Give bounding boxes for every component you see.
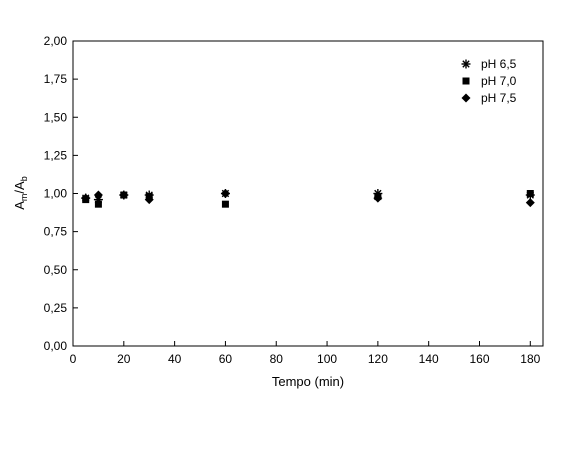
legend-marker-square (462, 77, 470, 85)
x-axis-title: Tempo (min) (272, 374, 344, 389)
x-tick-label: 40 (168, 352, 182, 366)
legend-marker-diamond (461, 93, 471, 103)
y-tick-label: 0,25 (44, 301, 68, 315)
legend-label: pH 7,0 (481, 74, 517, 88)
y-tick-label: 0,50 (44, 263, 68, 277)
data-point-diamond (81, 193, 91, 203)
y-tick-label: 1,00 (44, 187, 68, 201)
x-tick-label: 140 (419, 352, 439, 366)
data-point-diamond (119, 190, 129, 200)
y-axis-ticks: 0,00 0,25 0,50 0,75 1,00 1,25 1,50 1,75 2,00 (44, 34, 78, 353)
x-tick-label: 80 (270, 352, 284, 366)
y-tick-label: 2,00 (44, 34, 68, 48)
plot-frame (72, 40, 544, 347)
data-point-square (94, 200, 102, 208)
x-axis-ticks: 0 20 40 60 80 100 120 140 160 180 (70, 341, 541, 366)
x-tick-label: 120 (368, 352, 388, 366)
legend-marker-asterisk (461, 59, 471, 69)
y-tick-label: 1,75 (44, 72, 68, 86)
data-point-diamond (93, 190, 103, 200)
y-tick-label: 1,25 (44, 148, 68, 162)
y-tick-label: 0,75 (44, 225, 68, 239)
data-points (81, 189, 535, 208)
y-tick-label: 0,00 (44, 339, 68, 353)
legend-label: pH 6,5 (481, 57, 517, 71)
data-point-diamond (220, 189, 230, 198)
y-axis-title: Am/Ab (12, 176, 29, 209)
x-tick-label: 0 (70, 352, 77, 366)
data-point-square (526, 190, 534, 197)
data-point-square (221, 200, 229, 208)
x-tick-label: 180 (520, 352, 540, 366)
legend: pH 6,5 pH 7,0 pH 7,5 (461, 57, 517, 105)
x-tick-label: 160 (469, 352, 489, 366)
legend-label: pH 7,5 (481, 91, 517, 105)
x-tick-label: 60 (219, 352, 233, 366)
data-point-diamond (373, 193, 383, 203)
x-tick-label: 20 (117, 352, 131, 366)
data-point-diamond (525, 198, 535, 208)
y-tick-label: 1,50 (44, 110, 68, 124)
data-point-diamond (144, 195, 154, 205)
x-tick-label: 100 (317, 352, 337, 366)
